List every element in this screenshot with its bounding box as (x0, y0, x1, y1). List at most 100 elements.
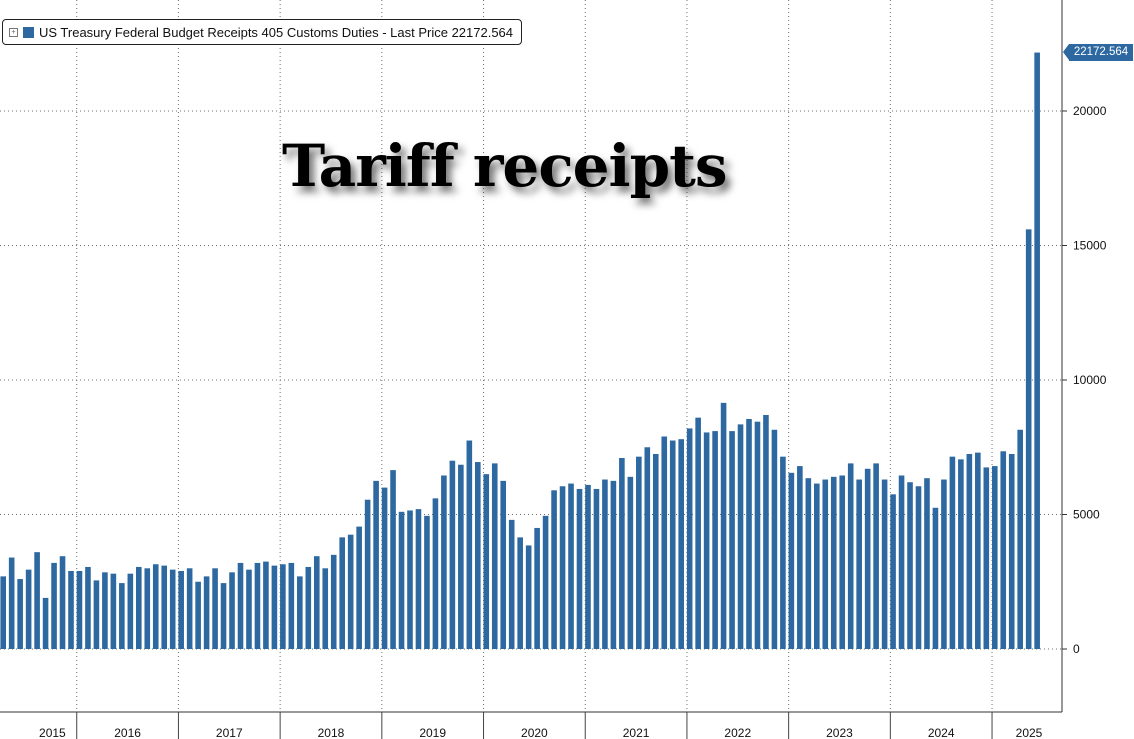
bar (780, 456, 786, 649)
bar (839, 475, 846, 649)
bar (415, 509, 422, 649)
x-tick-label: 2016 (114, 726, 141, 739)
bar (1025, 229, 1032, 650)
bar (551, 490, 557, 649)
bar (271, 565, 278, 649)
bar (1017, 429, 1023, 649)
bar (263, 561, 269, 649)
x-tick-label: 2020 (521, 726, 548, 739)
bar (280, 564, 286, 649)
axes: 0 5000 10000 15000 20000 2015 2016 2017 2018 2019… (0, 0, 1107, 739)
bar (593, 488, 600, 649)
bar (746, 419, 752, 649)
bar (364, 499, 371, 649)
bar (881, 479, 888, 649)
bar (856, 479, 862, 649)
bar (754, 421, 761, 649)
legend-toggle-icon[interactable]: + (9, 27, 18, 37)
x-tick-label: 2023 (826, 726, 853, 739)
bar (873, 463, 879, 649)
bar (644, 447, 651, 649)
bar (941, 479, 947, 649)
bar (483, 474, 490, 649)
bar (25, 569, 32, 649)
bar (542, 515, 549, 649)
bar (686, 428, 693, 649)
bar (441, 475, 447, 649)
bar (254, 562, 261, 649)
bar (805, 478, 812, 649)
bar (381, 487, 388, 649)
bar (246, 569, 252, 649)
bar (991, 466, 998, 649)
bar (195, 581, 201, 649)
bar (661, 436, 668, 649)
bar (898, 475, 905, 649)
y-tick-label: 10000 (1073, 373, 1107, 387)
bar (678, 439, 684, 649)
bar (313, 556, 320, 649)
bar (152, 564, 159, 649)
bar (771, 429, 778, 649)
bar (737, 424, 744, 649)
bar (297, 576, 303, 649)
bar (305, 566, 312, 649)
bar (17, 579, 23, 649)
bar (102, 572, 108, 649)
bar (110, 573, 117, 649)
bar (76, 570, 83, 649)
bar (0, 576, 6, 649)
bar (119, 583, 125, 649)
bar (669, 440, 676, 649)
bar (652, 453, 659, 649)
bar (822, 479, 829, 649)
bar (1008, 453, 1015, 649)
bar (34, 552, 40, 649)
bar (203, 576, 210, 649)
bar (93, 580, 100, 649)
last-price-tag: 22172.564 (1063, 44, 1133, 61)
bar (220, 583, 227, 649)
bar (949, 456, 956, 649)
bar (508, 519, 515, 649)
y-tick-label: 5000 (1073, 508, 1100, 522)
bar (398, 511, 405, 649)
bar (491, 463, 498, 649)
bar (161, 565, 168, 649)
bar (212, 568, 218, 649)
x-tick-label: 2015 (39, 726, 66, 739)
bar (169, 569, 176, 649)
bar (720, 402, 727, 649)
bar (975, 452, 981, 649)
x-tick-label: 2021 (623, 726, 650, 739)
bar (525, 545, 532, 649)
bar (59, 556, 66, 649)
bar (136, 566, 142, 649)
y-tick-label: 15000 (1073, 239, 1107, 253)
bar (144, 568, 151, 649)
bar (797, 466, 803, 649)
legend[interactable]: + US Treasury Federal Budget Receipts 40… (2, 19, 523, 45)
bar (407, 510, 413, 649)
x-tick-label: 2019 (419, 726, 446, 739)
bar (907, 482, 913, 649)
y-tick-label: 20000 (1073, 104, 1107, 118)
bar (517, 537, 523, 649)
bar (763, 414, 769, 649)
bar (339, 537, 345, 649)
bar (966, 453, 973, 649)
bar (847, 463, 854, 649)
bar (830, 476, 837, 649)
bar (788, 472, 795, 649)
bar (568, 483, 574, 649)
bar (636, 456, 642, 649)
bar (127, 573, 134, 649)
bar (85, 566, 91, 649)
bar (712, 431, 718, 649)
bar (924, 478, 930, 649)
bar (178, 570, 184, 649)
bar (424, 515, 430, 649)
bar (51, 562, 57, 649)
x-tick-label: 2024 (928, 726, 955, 739)
